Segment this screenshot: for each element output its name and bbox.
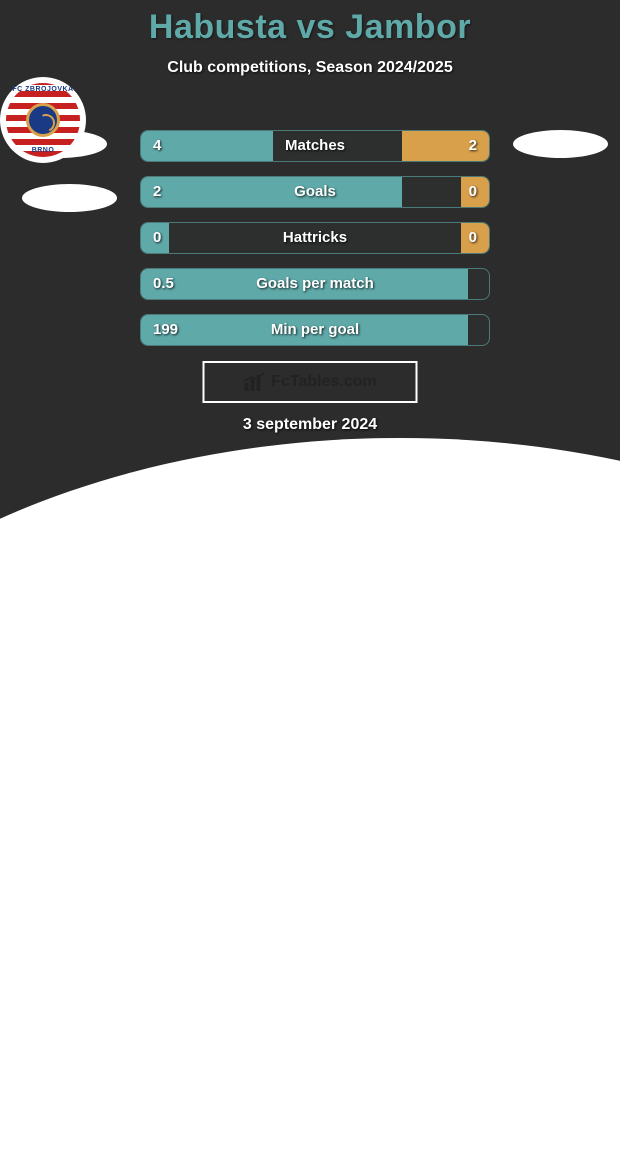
date-text: 3 september 2024: [0, 416, 620, 434]
player-right-badge-1: [513, 130, 608, 158]
stat-row: 4Matches2: [140, 130, 490, 162]
stat-row: 199Min per goal: [140, 314, 490, 346]
bars-icon: [243, 372, 265, 392]
bar-right: [461, 223, 489, 253]
site-brand-box: FcTables.com: [203, 361, 418, 403]
club-text-top: FC ZBROJOVKA: [6, 86, 80, 93]
background-ellipse: [0, 438, 620, 1160]
stat-row: 2Goals0: [140, 176, 490, 208]
bar-left: [141, 269, 468, 299]
club-text-bottom: BRNO: [6, 147, 80, 154]
site-brand-text: FcTables.com: [271, 373, 377, 391]
club-right-badge: FC ZBROJOVKA BRNO: [0, 77, 86, 163]
club-center-icon: [26, 103, 60, 137]
stat-label: Hattricks: [141, 223, 489, 253]
bar-left: [141, 223, 169, 253]
bar-right: [461, 177, 489, 207]
player-left-badge-2: [22, 184, 117, 212]
page-title: Habusta vs Jambor: [0, 8, 620, 47]
stat-row: 0Hattricks0: [140, 222, 490, 254]
bar-left: [141, 315, 468, 345]
bar-left: [141, 131, 273, 161]
subtitle: Club competitions, Season 2024/2025: [0, 59, 620, 77]
bar-left: [141, 177, 402, 207]
bar-right: [402, 131, 489, 161]
club-crest: FC ZBROJOVKA BRNO: [6, 83, 80, 157]
stats-container: 4Matches2 2Goals0 0Hattricks0 0.5Goals per …: [140, 130, 490, 360]
stat-row: 0.5Goals per match: [140, 268, 490, 300]
